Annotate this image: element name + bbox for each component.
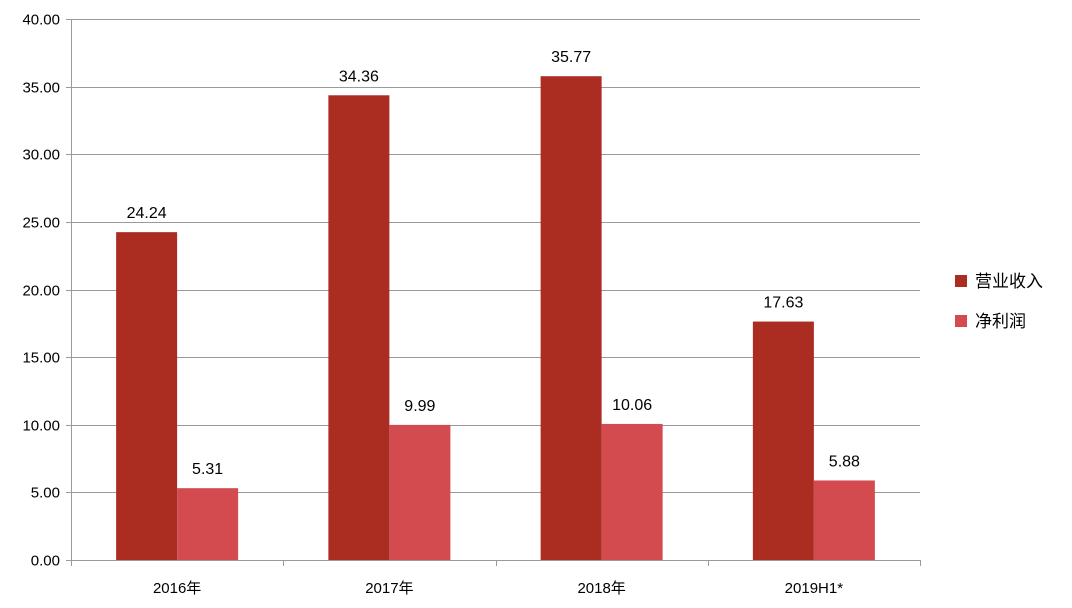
legend-swatch [955,275,967,287]
data-label: 5.31 [192,461,223,478]
x-tick-label: 2019H1* [785,580,844,597]
x-axis: 2016年 2017年 2018年 2019H1* [71,560,921,597]
y-tick-label: 5.00 [31,485,60,502]
y-tick-label: 15.00 [22,350,60,367]
bar [601,423,663,560]
bar [116,232,178,561]
bar [813,480,875,560]
bars: 24.24 5.31 34.36 9.99 35.77 10.06 17.63 5.88 [116,49,875,561]
legend-swatch [955,315,967,327]
y-tick-label: 0.00 [31,553,60,570]
bar [177,488,239,560]
data-label: 34.36 [339,68,379,85]
x-tick-label: 2017年 [365,580,413,597]
y-tick-label: 30.00 [22,147,60,164]
y-axis-ticks: 0.00 5.00 10.00 15.00 20.00 25.00 30.00 35.00 40… [22,12,60,570]
legend-label: 营业收入 [975,272,1043,291]
x-tick-label: 2018年 [577,580,625,597]
data-label: 24.24 [127,205,167,222]
bar [752,321,814,560]
y-tick-label: 20.00 [22,283,60,300]
x-tick-label: 2016年 [153,580,201,597]
y-tick-label: 25.00 [22,215,60,232]
bar [389,424,451,560]
legend-label: 净利润 [975,312,1026,331]
data-label: 5.88 [829,453,860,470]
data-label: 10.06 [612,397,652,414]
y-tick-label: 35.00 [22,80,60,97]
data-label: 17.63 [763,295,803,312]
data-label: 9.99 [404,398,435,415]
y-tick-label: 10.00 [22,418,60,435]
data-label: 35.77 [551,49,591,66]
y-tick-label: 40.00 [22,12,60,29]
bar [540,76,602,560]
bar [328,95,390,560]
